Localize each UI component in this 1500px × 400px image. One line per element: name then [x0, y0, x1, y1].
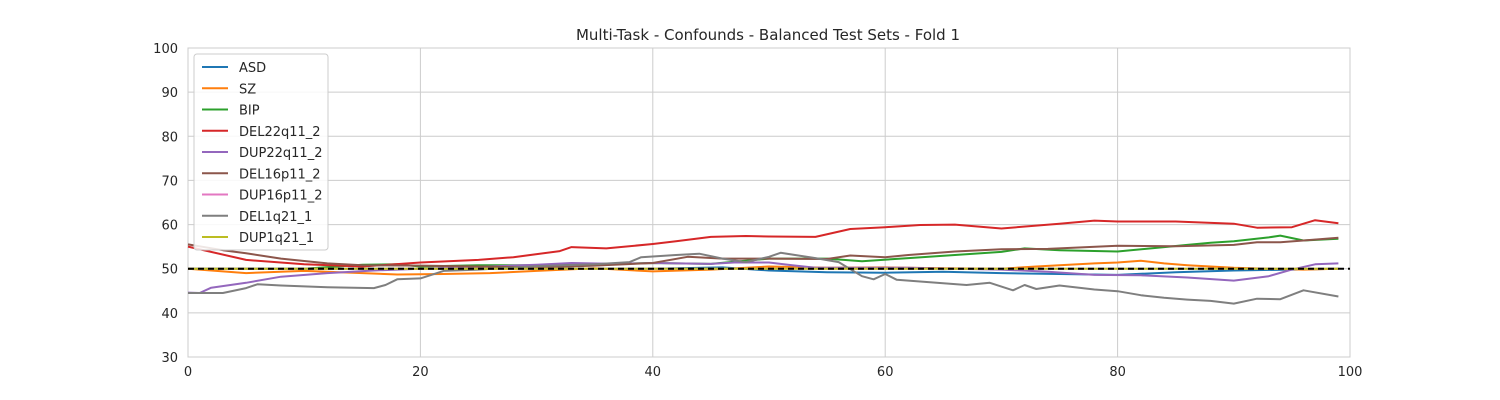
legend-label: DEL1q21_1 [239, 210, 312, 225]
legend-box [193, 53, 329, 251]
y-tick-label: 100 [153, 42, 178, 57]
legend: ASD SZ BIP DEL22q11_2 DUP22q11_2 DEL16p11_2 DU… [193, 53, 329, 251]
legend-label: DEL16p11_2 [239, 167, 321, 182]
tick-labels: 0 20 40 60 80 100 30 40 50 60 70 80 90 100 [153, 42, 1362, 380]
grid-lines [187, 47, 1351, 358]
legend-label: SZ [239, 82, 256, 97]
y-tick-label: 30 [161, 351, 178, 366]
legend-label: BIP [239, 104, 260, 119]
x-tick-label: 60 [877, 365, 894, 380]
legend-label: ASD [239, 61, 266, 76]
x-tick-label: 20 [412, 365, 429, 380]
chart-title: Multi-Task - Confounds - Balanced Test S… [576, 26, 960, 44]
series-line-del1q21_1 [188, 251, 1339, 305]
plot-area [188, 48, 1350, 357]
y-tick-label: 50 [161, 263, 178, 278]
legend-label: DUP1q21_1 [239, 231, 314, 246]
y-tick-label: 80 [161, 130, 178, 145]
legend-label: DUP16p11_2 [239, 189, 322, 204]
x-tick-label: 80 [1109, 365, 1126, 380]
x-tick-label: 40 [645, 365, 662, 380]
legend-label: DUP22q11_2 [239, 146, 322, 161]
series-line-dup22q11_2 [187, 261, 1339, 294]
y-tick-label: 40 [161, 307, 178, 322]
x-tick-label: 100 [1338, 365, 1363, 380]
y-tick-label: 60 [161, 219, 178, 234]
series-line-del16p11_2 [187, 236, 1339, 269]
y-tick-label: 90 [161, 86, 178, 101]
legend-label: DEL22q11_2 [239, 125, 321, 140]
series-line-del22q11_2 [187, 219, 1339, 268]
y-tick-label: 70 [161, 174, 178, 189]
plot-frame [187, 47, 1351, 358]
x-tick-label: 0 [184, 365, 192, 380]
